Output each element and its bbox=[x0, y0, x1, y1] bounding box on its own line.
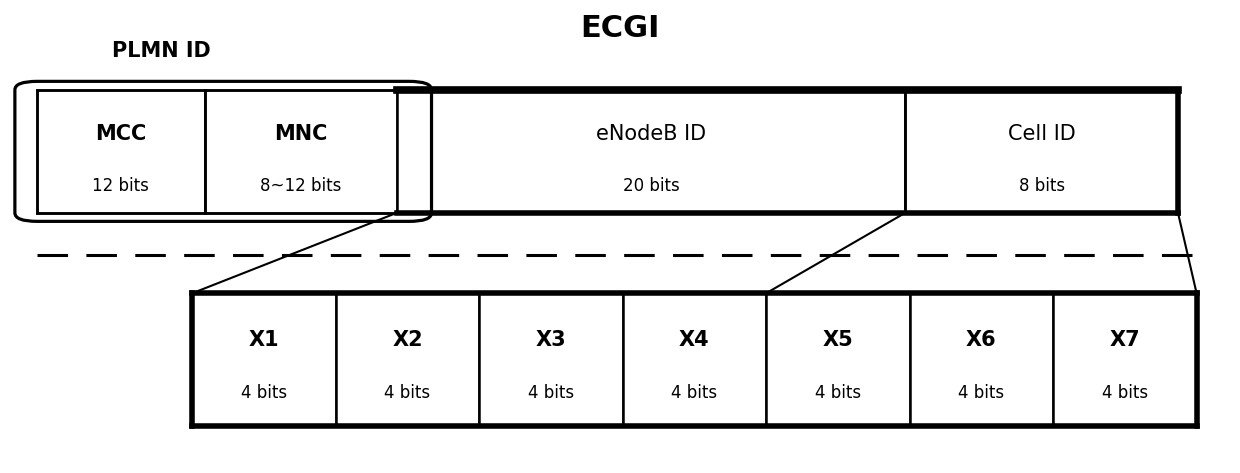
Text: 4 bits: 4 bits bbox=[671, 384, 718, 402]
Text: MCC: MCC bbox=[95, 124, 146, 144]
Text: 4 bits: 4 bits bbox=[959, 384, 1004, 402]
Bar bbox=[37, 90, 205, 213]
Text: Cell ID: Cell ID bbox=[1008, 124, 1075, 144]
Text: X1: X1 bbox=[249, 330, 279, 350]
Bar bbox=[1053, 293, 1197, 426]
Text: MNC: MNC bbox=[274, 124, 327, 144]
Bar bbox=[622, 293, 766, 426]
Text: 4 bits: 4 bits bbox=[815, 384, 861, 402]
Text: eNodeB ID: eNodeB ID bbox=[596, 124, 706, 144]
Text: 4 bits: 4 bits bbox=[528, 384, 574, 402]
Text: 4 bits: 4 bits bbox=[384, 384, 430, 402]
Bar bbox=[205, 90, 397, 213]
Bar bbox=[336, 293, 479, 426]
Text: 20 bits: 20 bits bbox=[622, 177, 680, 195]
Text: X2: X2 bbox=[392, 330, 423, 350]
Text: ECGI: ECGI bbox=[580, 14, 660, 43]
Text: X4: X4 bbox=[680, 330, 709, 350]
Bar bbox=[397, 90, 905, 213]
Text: 4 bits: 4 bits bbox=[241, 384, 286, 402]
Text: PLMN ID: PLMN ID bbox=[112, 42, 211, 61]
Text: X7: X7 bbox=[1110, 330, 1140, 350]
Bar bbox=[905, 90, 1178, 213]
Text: 12 bits: 12 bits bbox=[93, 177, 149, 195]
Bar bbox=[192, 293, 336, 426]
Bar bbox=[766, 293, 910, 426]
Text: 8 bits: 8 bits bbox=[1018, 177, 1065, 195]
Text: X3: X3 bbox=[536, 330, 567, 350]
Bar bbox=[910, 293, 1053, 426]
Bar bbox=[479, 293, 622, 426]
Text: 8~12 bits: 8~12 bits bbox=[260, 177, 341, 195]
Text: X5: X5 bbox=[822, 330, 853, 350]
Text: X6: X6 bbox=[966, 330, 997, 350]
Text: 4 bits: 4 bits bbox=[1102, 384, 1148, 402]
